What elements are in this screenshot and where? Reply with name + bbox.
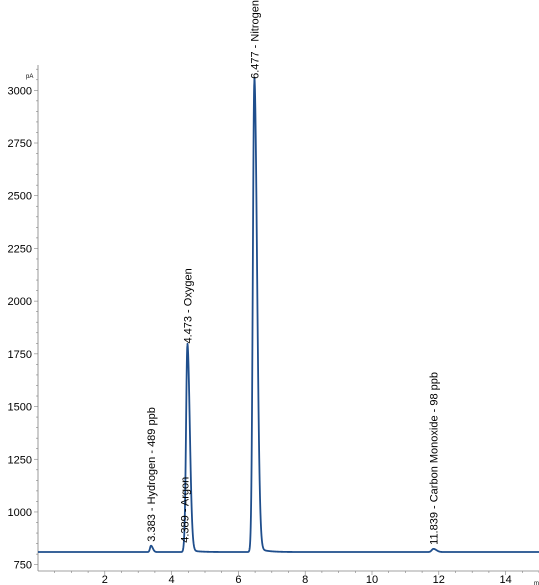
peak-annotation: 4.389 - Argon xyxy=(180,477,192,543)
y-ticks: 750 1000 1250 1500 1750 2000 2250 2500 2750 3000 xyxy=(8,69,38,571)
peak-annotation: 11.839 - Carbon Monoxide - 98 ppb xyxy=(428,372,440,545)
axes xyxy=(38,65,539,571)
peak-annotation: 4.473 - Oxygen xyxy=(182,268,194,343)
signal-trace xyxy=(38,78,539,552)
y-tick-label: 3000 xyxy=(8,85,32,97)
x-tick-label: 12 xyxy=(433,574,445,585)
y-tick-label: 1000 xyxy=(8,507,32,519)
y-tick-label: 2750 xyxy=(8,138,32,150)
peak-annotation: 3.383 - Hydrogen - 489 ppb xyxy=(146,407,158,542)
y-tick-label: 750 xyxy=(14,560,32,572)
x-tick-label: 10 xyxy=(366,574,378,585)
x-ticks: 2 4 6 8 10 12 14 xyxy=(55,571,539,585)
x-tick-label: 8 xyxy=(302,574,308,585)
y-tick-label: 1250 xyxy=(8,454,32,466)
x-tick-label: 2 xyxy=(102,574,108,585)
y-tick-label: 2250 xyxy=(8,243,32,255)
y-unit-label: pA xyxy=(26,74,33,80)
x-tick-label: 6 xyxy=(235,574,241,585)
x-unit-label: m xyxy=(534,581,539,585)
y-tick-label: 2500 xyxy=(8,191,32,203)
y-tick-label: 2000 xyxy=(8,296,32,308)
y-tick-label: 1500 xyxy=(8,402,32,414)
peak-annotation: 6.477 - Nitrogen xyxy=(249,0,261,79)
y-tick-label: 1750 xyxy=(8,349,32,361)
x-tick-label: 4 xyxy=(169,574,175,585)
x-tick-label: 14 xyxy=(499,574,511,585)
